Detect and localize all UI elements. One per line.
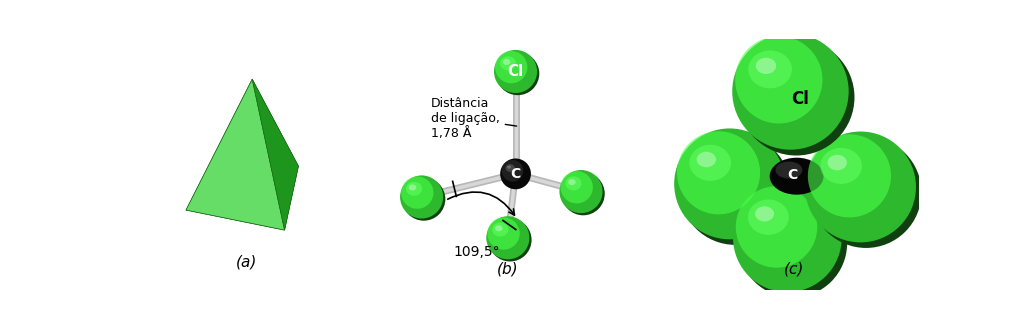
Ellipse shape	[401, 176, 433, 209]
Ellipse shape	[500, 158, 531, 189]
Ellipse shape	[735, 36, 822, 124]
Ellipse shape	[696, 152, 716, 167]
Ellipse shape	[406, 182, 422, 196]
Ellipse shape	[736, 186, 817, 268]
Ellipse shape	[677, 131, 760, 215]
Text: (c): (c)	[784, 261, 805, 276]
Ellipse shape	[495, 225, 503, 231]
Ellipse shape	[811, 137, 922, 248]
Ellipse shape	[561, 172, 605, 215]
Ellipse shape	[738, 189, 847, 298]
Ellipse shape	[400, 175, 443, 218]
Ellipse shape	[568, 179, 575, 185]
Ellipse shape	[749, 51, 792, 88]
Text: Cl: Cl	[508, 64, 523, 79]
Ellipse shape	[409, 185, 417, 190]
Ellipse shape	[805, 131, 915, 243]
Ellipse shape	[738, 39, 854, 156]
Text: C: C	[510, 167, 520, 181]
Polygon shape	[186, 79, 285, 230]
Text: (a): (a)	[236, 255, 257, 270]
Ellipse shape	[748, 200, 788, 235]
Text: 109,5°: 109,5°	[454, 244, 501, 259]
Polygon shape	[186, 79, 298, 210]
Text: Cl: Cl	[791, 90, 809, 108]
Ellipse shape	[495, 51, 527, 83]
Ellipse shape	[808, 134, 891, 217]
Ellipse shape	[732, 33, 849, 150]
Ellipse shape	[402, 178, 445, 221]
Ellipse shape	[565, 176, 582, 190]
Ellipse shape	[820, 148, 862, 184]
Ellipse shape	[497, 52, 540, 95]
Ellipse shape	[775, 162, 803, 179]
Ellipse shape	[502, 160, 523, 182]
Ellipse shape	[486, 216, 529, 259]
Ellipse shape	[755, 206, 774, 221]
Ellipse shape	[680, 134, 791, 245]
Ellipse shape	[487, 217, 520, 250]
Ellipse shape	[506, 164, 515, 172]
Ellipse shape	[560, 171, 593, 203]
Text: C: C	[787, 168, 798, 182]
Ellipse shape	[507, 166, 511, 169]
Text: (b): (b)	[497, 261, 519, 276]
Ellipse shape	[488, 218, 531, 261]
Text: Distância
de ligação,
1,78 Å: Distância de ligação, 1,78 Å	[431, 97, 517, 140]
Polygon shape	[252, 79, 298, 230]
Ellipse shape	[503, 59, 510, 65]
Ellipse shape	[559, 170, 602, 213]
Ellipse shape	[770, 158, 823, 195]
Ellipse shape	[674, 128, 785, 239]
Ellipse shape	[827, 155, 847, 170]
Polygon shape	[186, 166, 298, 230]
Ellipse shape	[500, 56, 516, 70]
Ellipse shape	[493, 223, 508, 237]
Ellipse shape	[494, 50, 538, 93]
Ellipse shape	[733, 184, 842, 292]
Ellipse shape	[756, 58, 776, 74]
Ellipse shape	[689, 145, 731, 181]
